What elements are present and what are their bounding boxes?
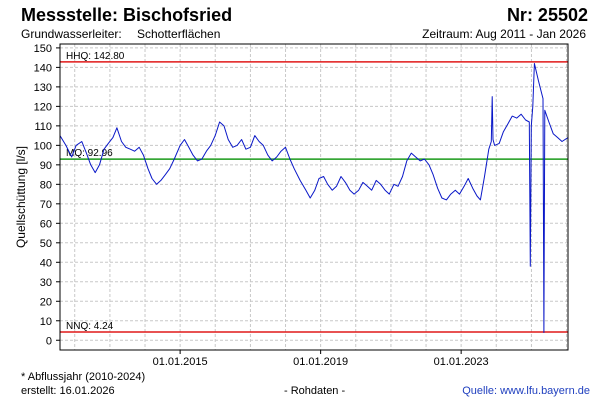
y-axis-label: Quellschüttung [l/s] [14,146,28,248]
footnote: * Abflussjahr (2010-2024) [21,371,146,383]
series-layer [59,63,569,333]
y-tick-label: 140 [34,62,52,74]
ref-label-hhq: HHQ: 142.80 [66,51,125,62]
y-tick-label: 80 [40,179,52,191]
y-tick-label: 60 [40,218,52,230]
y-tick-label: 130 [34,82,52,94]
grid [60,44,568,350]
y-tick-label: 20 [40,296,52,308]
series-line [59,63,569,333]
created-date: erstellt: 16.01.2026 [21,385,115,397]
x-tick-label: 01.01.2023 [434,356,489,368]
period-label: Zeitraum: Aug 2011 - Jan 2026 [422,27,586,41]
x-tick-labels: 01.01.2015 01.01.2019 01.01.2023 [153,350,489,368]
aquifer-label: Grundwasserleiter: [21,27,122,41]
y-tick-label: 150 [34,43,52,55]
rawdata-label: - Rohdaten - [284,385,346,397]
y-tick-label: 90 [40,160,52,172]
y-tick-label: 100 [34,140,52,152]
source-link[interactable]: Quelle: www.lfu.bayern.de [462,385,590,397]
station-number: Nr: 25502 [506,5,588,25]
y-tick-label: 70 [40,199,52,211]
x-tick-label: 01.01.2015 [153,356,208,368]
x-tick-label: 01.01.2019 [293,356,348,368]
aquifer-value: Schotterflächen [137,27,221,41]
y-tick-labels: 0 10 20 30 40 50 60 70 80 90 100 110 120 130 140 150 [34,43,60,347]
station-title: Messstelle: Bischofsried [21,5,233,25]
ref-label-nnq: NNQ: 4.24 [66,321,114,332]
y-tick-label: 10 [40,316,52,328]
y-tick-label: 40 [40,257,52,269]
plot-frame [59,43,569,351]
ref-label-mq: MQ: 92.96 [66,148,113,159]
y-tick-label: 0 [46,335,52,347]
y-tick-label: 110 [34,121,52,133]
y-tick-label: 50 [40,238,52,250]
y-tick-label: 30 [40,277,52,289]
y-tick-label: 120 [34,101,52,113]
